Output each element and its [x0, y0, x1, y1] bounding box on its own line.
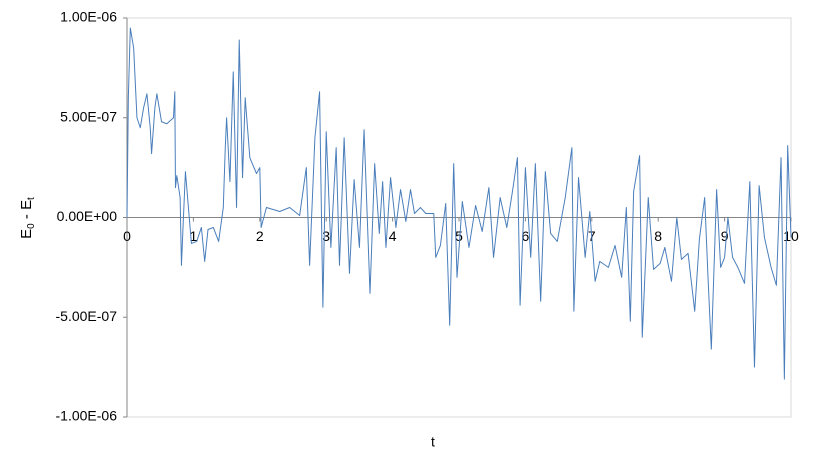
x-tick-label: 1 — [190, 228, 198, 244]
y-tick-label: 5.00E-07 — [60, 108, 117, 124]
x-tick-label: 5 — [455, 228, 463, 244]
x-tick-label: 9 — [721, 228, 729, 244]
y-label-sub: t — [26, 197, 37, 200]
y-tick-label: 0.00E+00 — [57, 208, 118, 224]
y-label-part: E — [18, 229, 35, 239]
x-tick-label: 3 — [322, 228, 330, 244]
x-tick-label: 6 — [522, 228, 530, 244]
y-label-sub: 0 — [26, 223, 37, 229]
x-axis-label: t — [431, 434, 435, 450]
x-tick-label: 4 — [389, 228, 397, 244]
x-tick-label: 0 — [123, 228, 131, 244]
x-tick-label: 2 — [256, 228, 264, 244]
y-axis-label: E0 - Et — [18, 197, 37, 239]
y-tick-label: -5.00E-07 — [56, 308, 118, 324]
y-tick-label: -1.00E-06 — [56, 408, 118, 424]
y-label-part: - E — [18, 200, 35, 223]
x-tick-label: 8 — [654, 228, 662, 244]
y-tick-label: 1.00E-06 — [60, 9, 117, 25]
data-line — [126, 27, 792, 380]
